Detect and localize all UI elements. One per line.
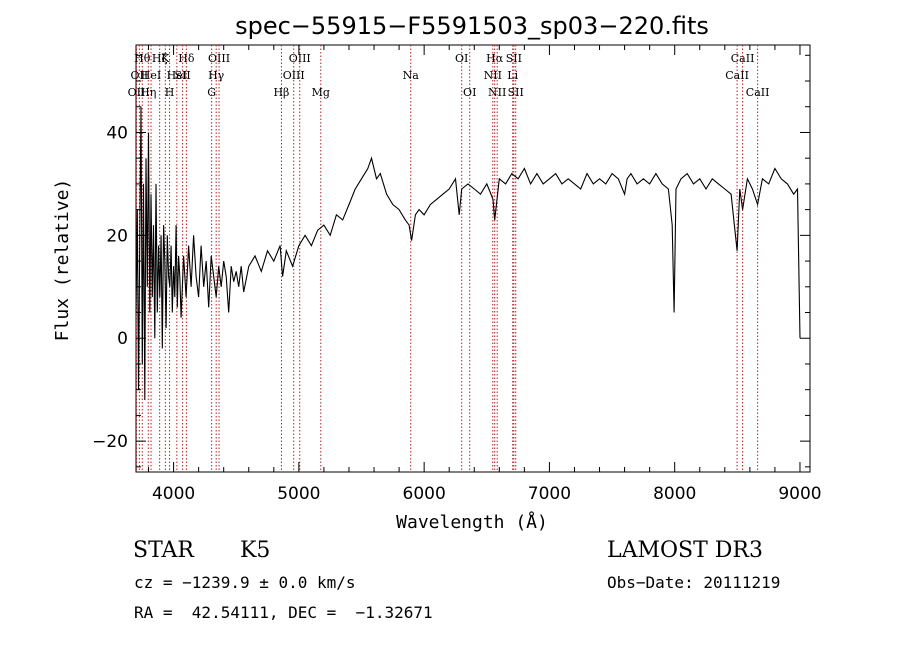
line-marker-label: Hδ: [178, 52, 195, 65]
line-marker-label: Hα: [486, 52, 504, 65]
axis-ticks: 4000 5000 6000 7000 8000 9000 −20 0 20 40: [92, 45, 822, 504]
line-marker-label: NII: [488, 86, 506, 99]
line-marker-label: CaII: [746, 86, 770, 99]
x-tick-label: 7000: [528, 484, 571, 504]
plot-frame: [135, 44, 811, 473]
line-marker-label: OI: [455, 52, 468, 65]
y-tick-label: 20: [106, 226, 128, 246]
y-tick-label: 0: [117, 329, 128, 349]
line-marker-label: Hγ: [208, 69, 225, 82]
x-tick-label: 5000: [277, 484, 320, 504]
x-axis-label: Wavelength (Å): [396, 511, 548, 533]
object-subclass: K5: [240, 538, 271, 563]
line-markers: [136, 45, 759, 472]
line-marker-label: OIII: [283, 69, 305, 82]
line-marker-label: SII: [508, 86, 524, 99]
line-marker-label: OII: [131, 69, 149, 82]
y-tick-label: 40: [106, 123, 128, 143]
x-tick-label: 9000: [778, 484, 821, 504]
line-marker-label: OIII: [208, 52, 230, 65]
line-marker-label: HeI: [141, 69, 161, 82]
coordinates-readout: RA = 42.54111, DEC = −1.32671: [134, 603, 433, 622]
line-marker-label: G: [207, 86, 216, 99]
y-tick-label: −20: [92, 432, 128, 452]
line-marker-label: Mg: [312, 86, 330, 99]
line-marker-label: CaII: [731, 52, 755, 65]
line-marker-label: Hζ: [152, 52, 168, 65]
line-marker-label: Hθ: [134, 52, 151, 65]
chart-title: spec−55915−F5591503_sp03−220.fits: [235, 12, 709, 40]
line-marker-label: H: [165, 86, 175, 99]
y-axis-label: Flux (relative): [52, 179, 73, 342]
line-marker-label: OIII: [289, 52, 311, 65]
line-marker-labels: OIIOIIHθHηHeIHζKHHeISIIHδGHγOIIIHβOIIIOI…: [128, 52, 770, 99]
line-marker-label: OI: [463, 86, 476, 99]
line-marker-label: OII: [128, 86, 146, 99]
object-class: STAR: [133, 538, 194, 563]
line-marker-label: Li: [507, 69, 518, 82]
line-marker-label: Hβ: [273, 86, 289, 99]
line-marker-label: SII: [174, 69, 190, 82]
flux-series-line: [135, 106, 801, 401]
line-marker-label: SII: [506, 52, 522, 65]
line-marker-label: HeI: [167, 69, 187, 82]
x-tick-label: 4000: [152, 484, 195, 504]
line-marker-label: NII: [484, 69, 502, 82]
line-marker-label: K: [161, 52, 170, 65]
redshift-readout: cz = −1239.9 ± 0.0 km/s: [134, 573, 356, 592]
line-marker-label: Na: [403, 69, 420, 82]
x-tick-label: 8000: [653, 484, 696, 504]
survey-name: LAMOST DR3: [607, 538, 763, 563]
line-marker-label: Hη: [140, 86, 156, 99]
observation-date: Obs−Date: 20111219: [607, 573, 781, 592]
x-tick-label: 6000: [403, 484, 446, 504]
line-marker-label: CaII: [725, 69, 749, 82]
